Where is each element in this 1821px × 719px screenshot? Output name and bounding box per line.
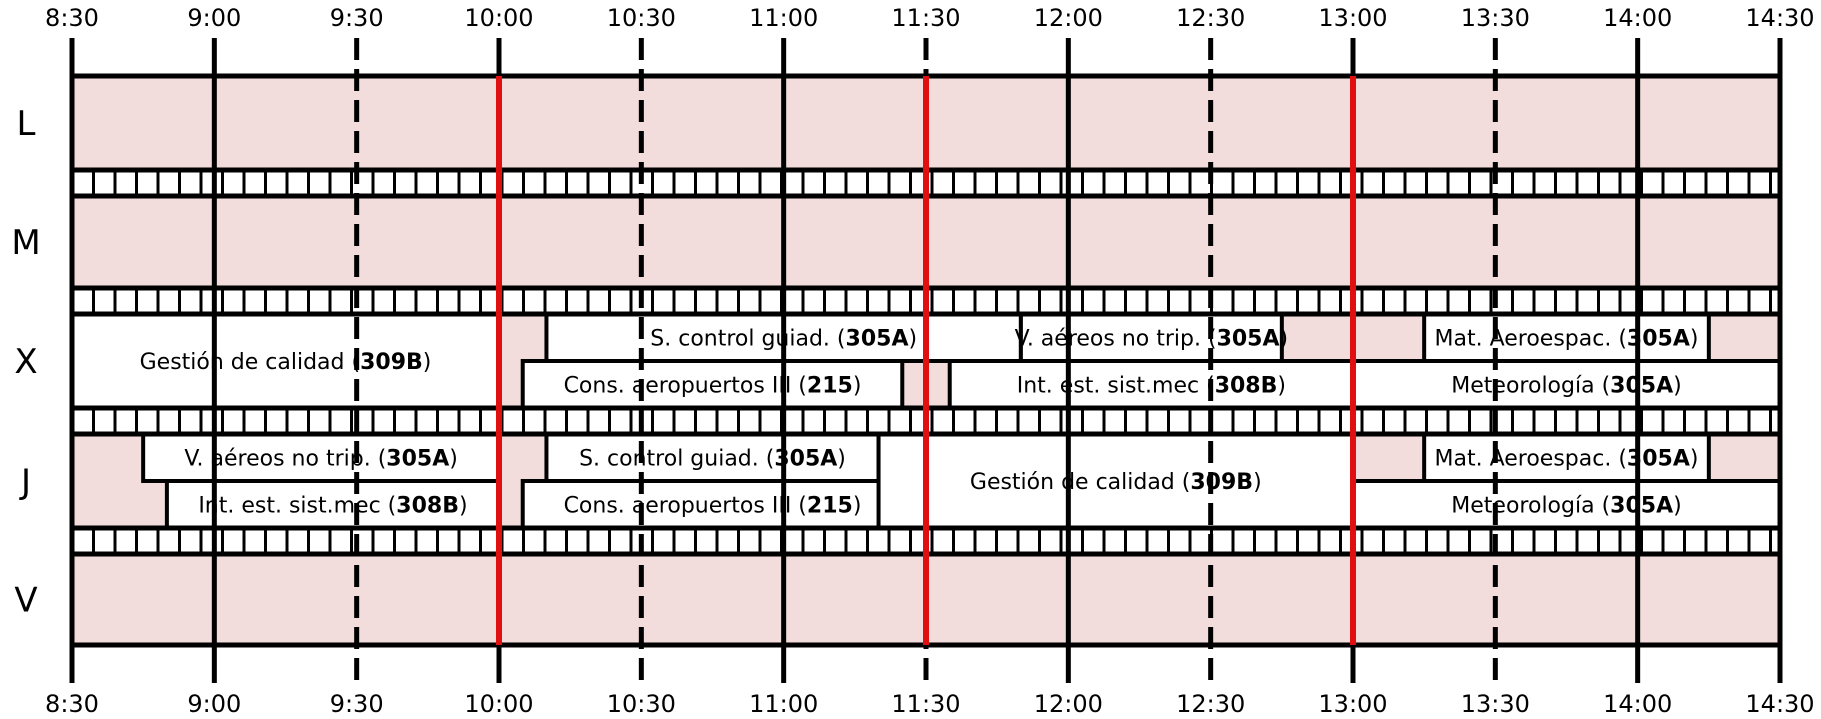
course-label: Meteorología (305A): [1451, 374, 1681, 399]
course-room: 309B: [360, 350, 423, 375]
course-block[interactable]: [876, 432, 1355, 530]
course-room: 215: [807, 374, 853, 399]
course-label: S. control guiad. (305A): [650, 327, 917, 352]
course-label: Cons. aeropuertos III (215): [564, 494, 862, 519]
time-label-top: 11:30: [891, 4, 960, 32]
course-block[interactable]: [1422, 432, 1711, 483]
course-name: Int. est. sist.mec (: [1017, 374, 1215, 399]
day-label-X: X: [14, 342, 37, 382]
time-label-top: 14:00: [1603, 4, 1672, 32]
course-block[interactable]: [1351, 359, 1782, 410]
course-room: 305A: [1610, 374, 1673, 399]
course-label: Meteorología (305A): [1451, 494, 1681, 519]
course-room: 305A: [1610, 494, 1673, 519]
course-block[interactable]: [520, 479, 905, 530]
course-room: 215: [807, 494, 853, 519]
course-block[interactable]: [544, 432, 881, 483]
course-block[interactable]: [1422, 312, 1711, 363]
course-room: 305A: [386, 447, 449, 472]
course-label: Cons. aeropuertos III (215): [564, 374, 862, 399]
course-name: Int. est. sist.mec (: [198, 494, 396, 519]
course-label: Int. est. sist.mec (308B): [1017, 374, 1286, 399]
course-room-close: ): [1673, 494, 1682, 519]
separator-ticks: [70, 288, 1772, 314]
course-label: Gestión de calidad (309B): [140, 350, 432, 375]
course-room-close: ): [837, 447, 846, 472]
course-name: Gestión de calidad (: [970, 470, 1190, 495]
course-name: V. aéreos no trip. (: [1015, 327, 1217, 352]
time-label-top: 8:30: [45, 4, 99, 32]
course-room: 305A: [846, 327, 909, 352]
course-room-close: ): [1280, 327, 1289, 352]
day-label-L: L: [17, 104, 36, 144]
course-room-close: ): [459, 494, 468, 519]
course-name: Mat. Aeroespac. (: [1435, 327, 1627, 352]
course-room: 308B: [396, 494, 459, 519]
course-room-close: ): [1690, 327, 1699, 352]
course-room-close: ): [1673, 374, 1682, 399]
time-label-top: 12:00: [1034, 4, 1103, 32]
time-label-bottom: 14:00: [1603, 690, 1672, 718]
course-room-close: ): [908, 327, 917, 352]
day-label-J: J: [19, 462, 31, 502]
course-room: 308B: [1215, 374, 1278, 399]
course-room-close: ): [1277, 374, 1286, 399]
time-label-bottom: 13:00: [1318, 690, 1387, 718]
time-label-top: 10:00: [464, 4, 533, 32]
time-label-bottom: 12:00: [1034, 690, 1103, 718]
course-name: Cons. aeropuertos III (: [564, 494, 807, 519]
course-room: 305A: [1217, 327, 1280, 352]
time-label-bottom: 12:30: [1176, 690, 1245, 718]
course-label: Mat. Aeroespac. (305A): [1435, 327, 1699, 352]
time-label-top: 11:00: [749, 4, 818, 32]
course-label: Mat. Aeroespac. (305A): [1435, 447, 1699, 472]
time-label-top: 10:30: [607, 4, 676, 32]
course-name: Meteorología (: [1451, 374, 1610, 399]
course-label: Gestión de calidad (309B): [970, 470, 1262, 495]
course-name: Cons. aeropuertos III (: [564, 374, 807, 399]
course-label: V. aéreos no trip. (305A): [1015, 327, 1289, 352]
course-name: S. control guiad. (: [650, 327, 845, 352]
time-label-bottom: 9:30: [330, 690, 384, 718]
course-room-close: ): [853, 374, 862, 399]
course-name: V. aéreos no trip. (: [184, 447, 386, 472]
course-room-close: ): [853, 494, 862, 519]
course-name: Gestión de calidad (: [140, 350, 360, 375]
time-label-top: 14:30: [1745, 4, 1814, 32]
time-label-top: 9:30: [330, 4, 384, 32]
course-label: Int. est. sist.mec (308B): [198, 494, 467, 519]
separator-ticks: [70, 528, 1772, 554]
course-label: V. aéreos no trip. (305A): [184, 447, 458, 472]
course-room-close: ): [449, 447, 458, 472]
separator-ticks: [70, 408, 1772, 434]
course-room-close: ): [1253, 470, 1262, 495]
course-room-close: ): [423, 350, 432, 375]
time-label-bottom: 14:30: [1745, 690, 1814, 718]
time-label-bottom: 13:30: [1461, 690, 1530, 718]
course-name: Mat. Aeroespac. (: [1435, 447, 1627, 472]
time-label-top: 13:30: [1461, 4, 1530, 32]
time-label-bottom: 10:30: [607, 690, 676, 718]
time-label-top: 13:00: [1318, 4, 1387, 32]
time-label-bottom: 11:00: [749, 690, 818, 718]
course-room-close: ): [1690, 447, 1699, 472]
course-room: 309B: [1190, 470, 1253, 495]
time-label-top: 9:00: [187, 4, 241, 32]
day-label-M: M: [11, 223, 40, 263]
time-label-top: 12:30: [1176, 4, 1245, 32]
course-name: S. control guiad. (: [579, 447, 774, 472]
time-label-bottom: 8:30: [45, 690, 99, 718]
course-name: Meteorología (: [1451, 494, 1610, 519]
time-label-bottom: 9:00: [187, 690, 241, 718]
day-label-V: V: [14, 581, 37, 621]
time-label-bottom: 10:00: [464, 690, 533, 718]
time-label-bottom: 11:30: [891, 690, 960, 718]
course-label: S. control guiad. (305A): [579, 447, 846, 472]
